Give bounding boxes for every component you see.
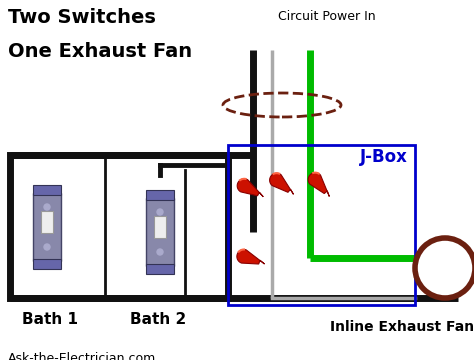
Bar [154,216,166,238]
Text: Bath 1: Bath 1 [22,312,78,327]
Polygon shape [308,173,329,197]
Polygon shape [237,179,263,197]
Bar [10,155,228,298]
Text: Circuit Power In: Circuit Power In [278,10,375,23]
Circle shape [415,238,474,298]
Circle shape [44,244,50,250]
Polygon shape [270,173,293,194]
Polygon shape [237,249,264,264]
Text: J-Box: J-Box [360,148,408,166]
Text: Two Switches: Two Switches [8,8,156,27]
Bar [228,145,415,305]
Circle shape [44,204,50,210]
Bar [33,193,61,261]
Bar [41,211,53,233]
Text: Bath 2: Bath 2 [130,312,186,327]
Bar [146,264,174,274]
Text: Inline Exhaust Fan: Inline Exhaust Fan [330,320,474,334]
Circle shape [157,209,163,215]
Text: One Exhaust Fan: One Exhaust Fan [8,42,192,61]
Bar [146,198,174,266]
Bar [33,259,61,269]
Bar [146,190,174,200]
Bar [33,185,61,195]
Circle shape [157,249,163,255]
Text: Ask-the-Electrician.com: Ask-the-Electrician.com [8,352,156,360]
